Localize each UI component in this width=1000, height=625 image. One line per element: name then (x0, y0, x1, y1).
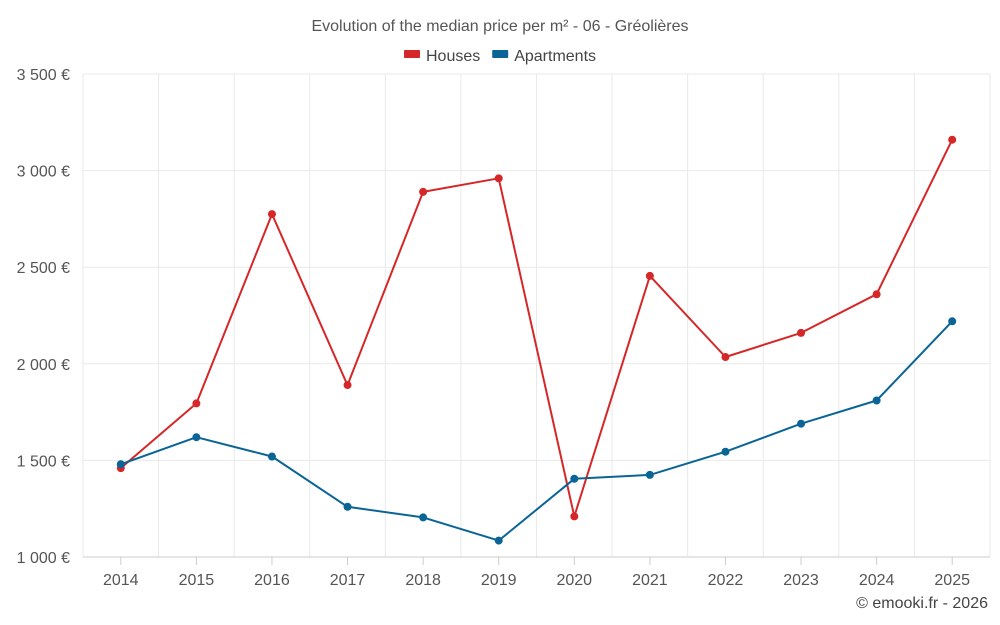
x-tick-2019: 2019 (481, 572, 517, 589)
x-tick-2014: 2014 (103, 572, 139, 589)
y-tick-1500: 1 500 € (17, 453, 70, 470)
x-tick-2017: 2017 (330, 572, 366, 589)
legend-item-apartments[interactable]: Apartments (492, 48, 596, 65)
x-gridlines (82, 74, 991, 557)
point-apartments-2014[interactable] (116, 460, 125, 469)
x-tick-2024: 2024 (859, 572, 895, 589)
credit-text: © emooki.fr - 2026 (856, 595, 988, 612)
x-tick-2025: 2025 (934, 572, 970, 589)
y-tick-2500: 2 500 € (17, 260, 70, 277)
y-tick-2000: 2 000 € (17, 357, 70, 374)
point-houses-2024[interactable] (872, 290, 881, 299)
x-tick-2016: 2016 (254, 572, 290, 589)
x-tick-2021: 2021 (632, 572, 668, 589)
x-tick-2020: 2020 (556, 572, 592, 589)
y-tick-3000: 3 000 € (17, 164, 70, 181)
series-line-houses (120, 139, 954, 518)
legend-label-houses: Houses (426, 48, 480, 65)
legend-swatch-apartments (492, 50, 509, 58)
legend-swatch-houses (404, 50, 420, 58)
series-group (116, 135, 957, 545)
y-tick-labels: 1 000 € 1 500 € 2 000 € 2 500 € 3 000 € 3 500… (17, 67, 70, 567)
x-tick-2022: 2022 (708, 572, 744, 589)
point-apartments-2015[interactable] (192, 433, 201, 442)
point-apartments-2016[interactable] (267, 452, 276, 461)
point-apartments-2019[interactable] (494, 536, 503, 545)
point-houses-2016[interactable] (267, 210, 276, 219)
x-tick-2018: 2018 (405, 572, 441, 589)
point-apartments-2018[interactable] (419, 513, 428, 522)
series-line-apartments (120, 320, 953, 542)
point-apartments-2023[interactable] (797, 419, 806, 428)
x-tick-2015: 2015 (179, 572, 215, 589)
y-tick-1000: 1 000 € (17, 550, 70, 567)
point-apartments-2025[interactable] (948, 317, 957, 326)
chart-title: Evolution of the median price per m² - 0… (311, 18, 688, 35)
point-houses-2017[interactable] (343, 381, 352, 390)
legend-item-houses[interactable]: Houses (404, 48, 480, 65)
point-houses-2022[interactable] (721, 353, 730, 362)
point-houses-2023[interactable] (797, 328, 806, 337)
legend[interactable]: Houses Apartments (404, 48, 596, 65)
x-tick-labels: 2014 2015 2016 2017 2018 2019 2020 2021 2022 2023… (103, 557, 970, 589)
point-houses-2015[interactable] (192, 399, 201, 408)
point-apartments-2017[interactable] (343, 502, 352, 511)
point-apartments-2022[interactable] (721, 447, 730, 456)
x-tick-2023: 2023 (783, 572, 819, 589)
point-houses-2019[interactable] (494, 174, 503, 183)
y-tick-3500: 3 500 € (17, 67, 70, 84)
point-apartments-2024[interactable] (872, 396, 881, 405)
point-houses-2025[interactable] (948, 135, 957, 144)
point-houses-2021[interactable] (645, 271, 654, 280)
point-houses-2018[interactable] (419, 187, 428, 196)
point-apartments-2021[interactable] (645, 470, 654, 479)
legend-label-apartments: Apartments (514, 48, 596, 65)
point-apartments-2020[interactable] (570, 474, 579, 483)
point-houses-2020[interactable] (570, 512, 579, 521)
